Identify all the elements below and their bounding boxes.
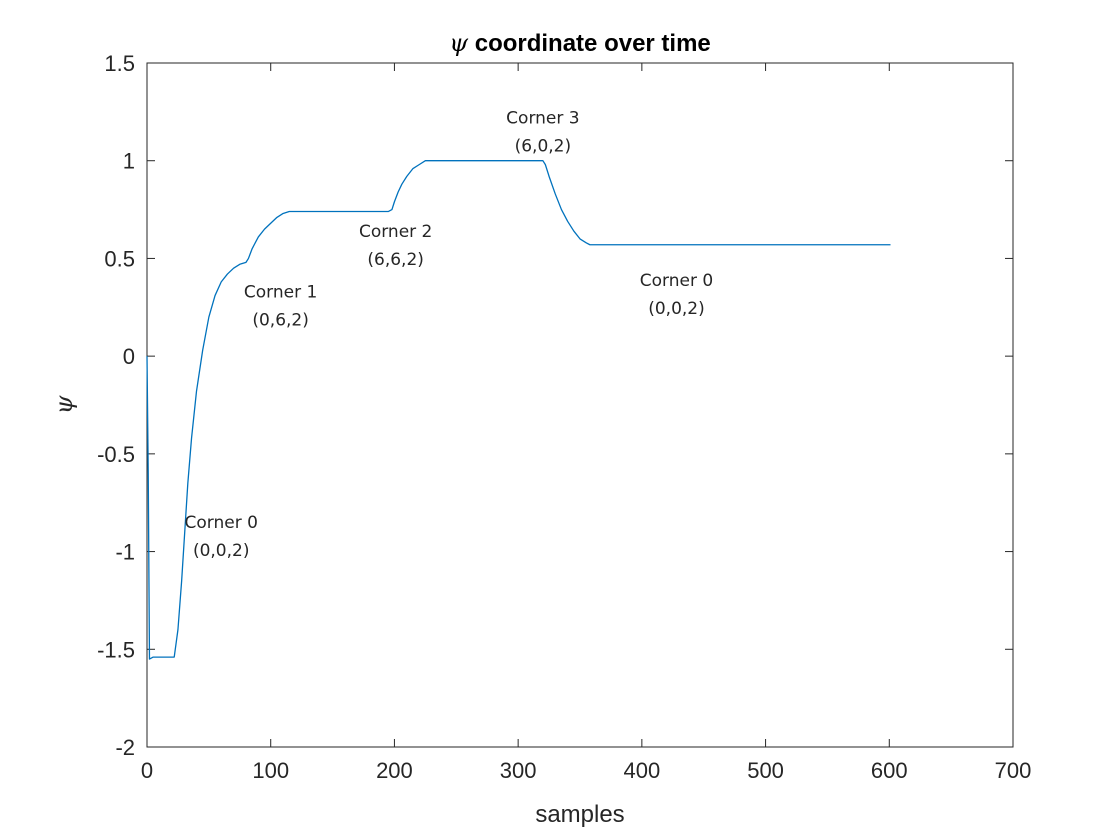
tick-labels: 0 100 200 300 400 500 600 700 -2 -1.5 -1 -0.5 0 0.5 1 1…: [97, 51, 1031, 783]
x-tick-label: 200: [376, 758, 413, 783]
x-tick-label: 100: [252, 758, 289, 783]
chart-title-symbol: ψ: [449, 29, 469, 57]
annotation-corner-coords: (0,6,2): [252, 311, 309, 331]
y-tick-label: 0: [123, 344, 135, 369]
annotation-corner-label: Corner 1: [244, 283, 317, 303]
series-line: [146, 160, 891, 660]
annotation-corner-coords: (0,0,2): [648, 299, 705, 319]
x-tick-label: 700: [995, 758, 1032, 783]
x-tick-label: 0: [141, 758, 153, 783]
y-tick-label: -1.5: [97, 637, 135, 662]
y-tick-label: -2: [115, 735, 135, 760]
plot-area: [146, 62, 1014, 748]
annotation-corner-label: Corner 2: [359, 222, 432, 242]
x-tick-label: 400: [623, 758, 660, 783]
annotation-corner-label: Corner 0: [640, 271, 713, 291]
x-tick-label: 600: [871, 758, 908, 783]
annotation-corner-label: Corner 0: [185, 513, 258, 533]
y-tick-label: -0.5: [97, 442, 135, 467]
annotations: Corner 0 (0,0,2) Corner 1 (0,6,2) Corner 2 (6…: [185, 109, 714, 562]
x-axis-label: samples: [535, 801, 624, 828]
x-tick-label: 300: [500, 758, 537, 783]
chart-title: ψ coordinate over time: [449, 29, 711, 57]
y-axis-label: ψ: [50, 394, 78, 414]
annotation-corner-coords: (6,0,2): [515, 137, 572, 157]
annotation-corner-label: Corner 3: [506, 109, 579, 129]
ticks: [146, 62, 1014, 748]
y-tick-label: 0.5: [104, 246, 135, 271]
annotation-corner-coords: (6,6,2): [367, 250, 424, 270]
y-tick-label: 1.5: [104, 51, 135, 76]
x-tick-label: 500: [747, 758, 784, 783]
chart-title-text: coordinate over time: [468, 30, 711, 57]
y-tick-label: -1: [115, 540, 135, 565]
annotation-corner-coords: (0,0,2): [193, 541, 250, 561]
y-tick-label: 1: [123, 149, 135, 174]
